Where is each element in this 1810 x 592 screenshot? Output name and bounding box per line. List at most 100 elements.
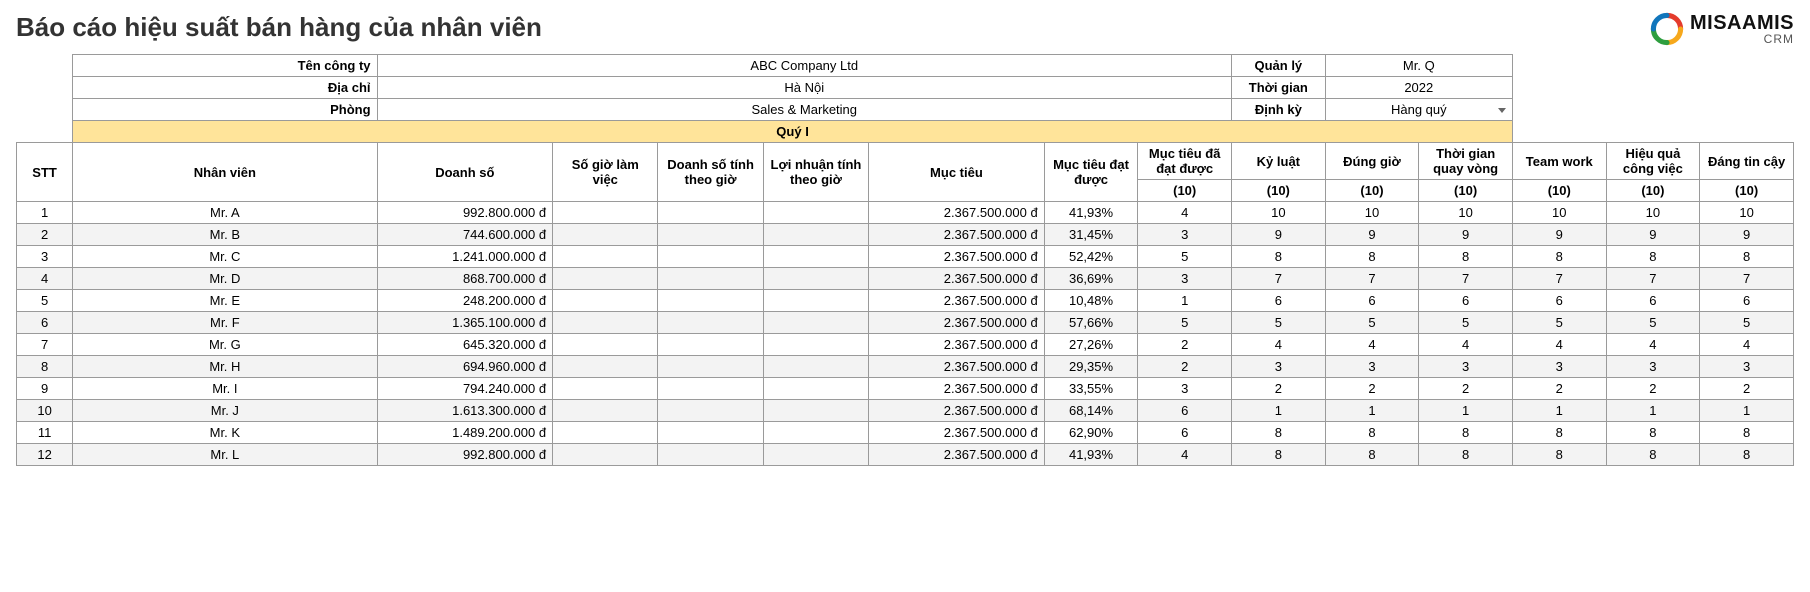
cell[interactable]: 10: [1606, 202, 1700, 224]
cell[interactable]: Mr. H: [73, 356, 377, 378]
cell[interactable]: 3: [1232, 356, 1326, 378]
cell[interactable]: 694.960.000 đ: [377, 356, 553, 378]
cell[interactable]: 8: [1419, 422, 1513, 444]
cell[interactable]: 2.367.500.000 đ: [869, 246, 1045, 268]
cell[interactable]: Mr. F: [73, 312, 377, 334]
cell[interactable]: 4: [17, 268, 73, 290]
cell[interactable]: [763, 312, 868, 334]
cell[interactable]: 5: [1138, 312, 1232, 334]
cell[interactable]: 8: [1512, 246, 1606, 268]
cell[interactable]: [658, 246, 763, 268]
cell[interactable]: 2.367.500.000 đ: [869, 268, 1045, 290]
cell[interactable]: 10: [17, 400, 73, 422]
cell[interactable]: 8: [1606, 444, 1700, 466]
cell[interactable]: 2: [1325, 378, 1419, 400]
cell[interactable]: 1.241.000.000 đ: [377, 246, 553, 268]
cell[interactable]: [763, 290, 868, 312]
cell[interactable]: 2.367.500.000 đ: [869, 356, 1045, 378]
cell[interactable]: [763, 202, 868, 224]
cell[interactable]: 4: [1606, 334, 1700, 356]
cell[interactable]: 8: [1232, 246, 1326, 268]
cell[interactable]: 10: [1232, 202, 1326, 224]
cell[interactable]: 8: [1419, 444, 1513, 466]
cell[interactable]: 6: [1325, 290, 1419, 312]
cell[interactable]: [763, 356, 868, 378]
cell[interactable]: 31,45%: [1044, 224, 1138, 246]
cell[interactable]: [553, 400, 658, 422]
cell[interactable]: Mr. I: [73, 378, 377, 400]
cell[interactable]: 8: [1700, 444, 1794, 466]
cell[interactable]: 52,42%: [1044, 246, 1138, 268]
cell[interactable]: 2: [1606, 378, 1700, 400]
cell[interactable]: 1: [1700, 400, 1794, 422]
cell[interactable]: [553, 246, 658, 268]
cell[interactable]: [553, 268, 658, 290]
cell[interactable]: [658, 356, 763, 378]
cell[interactable]: 5: [1232, 312, 1326, 334]
cell[interactable]: 6: [1138, 400, 1232, 422]
cell[interactable]: 2: [1512, 378, 1606, 400]
cell[interactable]: 4: [1138, 202, 1232, 224]
cell[interactable]: 2: [1138, 334, 1232, 356]
cell[interactable]: 10: [1419, 202, 1513, 224]
cell[interactable]: 7: [1606, 268, 1700, 290]
cell[interactable]: [553, 356, 658, 378]
cell[interactable]: 5: [17, 290, 73, 312]
cell[interactable]: 4: [1700, 334, 1794, 356]
cell[interactable]: 8: [1606, 422, 1700, 444]
cell[interactable]: 2: [17, 224, 73, 246]
cell[interactable]: 7: [1325, 268, 1419, 290]
cell[interactable]: 8: [1325, 444, 1419, 466]
cell[interactable]: [763, 378, 868, 400]
cell[interactable]: 57,66%: [1044, 312, 1138, 334]
cell[interactable]: 5: [1700, 312, 1794, 334]
cell[interactable]: Mr. C: [73, 246, 377, 268]
cell[interactable]: [658, 334, 763, 356]
cell[interactable]: 3: [1606, 356, 1700, 378]
cell[interactable]: 1.489.200.000 đ: [377, 422, 553, 444]
cell[interactable]: 8: [1700, 422, 1794, 444]
cell[interactable]: 6: [1700, 290, 1794, 312]
meta-freq-dropdown[interactable]: Hàng quý: [1325, 99, 1512, 121]
cell[interactable]: 9: [1419, 224, 1513, 246]
cell[interactable]: [763, 422, 868, 444]
cell[interactable]: 1: [1232, 400, 1326, 422]
cell[interactable]: 9: [1325, 224, 1419, 246]
cell[interactable]: 992.800.000 đ: [377, 444, 553, 466]
cell[interactable]: 7: [1419, 268, 1513, 290]
cell[interactable]: 1: [1325, 400, 1419, 422]
cell[interactable]: [658, 290, 763, 312]
cell[interactable]: 9: [1512, 224, 1606, 246]
cell[interactable]: 3: [1138, 224, 1232, 246]
cell[interactable]: [553, 378, 658, 400]
cell[interactable]: [658, 312, 763, 334]
cell[interactable]: 5: [1512, 312, 1606, 334]
cell[interactable]: 2.367.500.000 đ: [869, 400, 1045, 422]
cell[interactable]: 794.240.000 đ: [377, 378, 553, 400]
cell[interactable]: 992.800.000 đ: [377, 202, 553, 224]
cell[interactable]: [553, 334, 658, 356]
cell[interactable]: 3: [17, 246, 73, 268]
cell[interactable]: [763, 268, 868, 290]
cell[interactable]: 4: [1138, 444, 1232, 466]
cell[interactable]: 6: [1606, 290, 1700, 312]
cell[interactable]: 4: [1419, 334, 1513, 356]
cell[interactable]: 10: [1700, 202, 1794, 224]
cell[interactable]: 2: [1232, 378, 1326, 400]
cell[interactable]: 3: [1325, 356, 1419, 378]
cell[interactable]: [658, 268, 763, 290]
cell[interactable]: 6: [1419, 290, 1513, 312]
cell[interactable]: [763, 444, 868, 466]
cell[interactable]: 2: [1138, 356, 1232, 378]
cell[interactable]: 41,93%: [1044, 202, 1138, 224]
cell[interactable]: Mr. L: [73, 444, 377, 466]
cell[interactable]: Mr. D: [73, 268, 377, 290]
cell[interactable]: 8: [1419, 246, 1513, 268]
cell[interactable]: 1: [1606, 400, 1700, 422]
cell[interactable]: 29,35%: [1044, 356, 1138, 378]
cell[interactable]: 10: [1512, 202, 1606, 224]
cell[interactable]: [763, 400, 868, 422]
cell[interactable]: 27,26%: [1044, 334, 1138, 356]
cell[interactable]: 645.320.000 đ: [377, 334, 553, 356]
cell[interactable]: Mr. E: [73, 290, 377, 312]
